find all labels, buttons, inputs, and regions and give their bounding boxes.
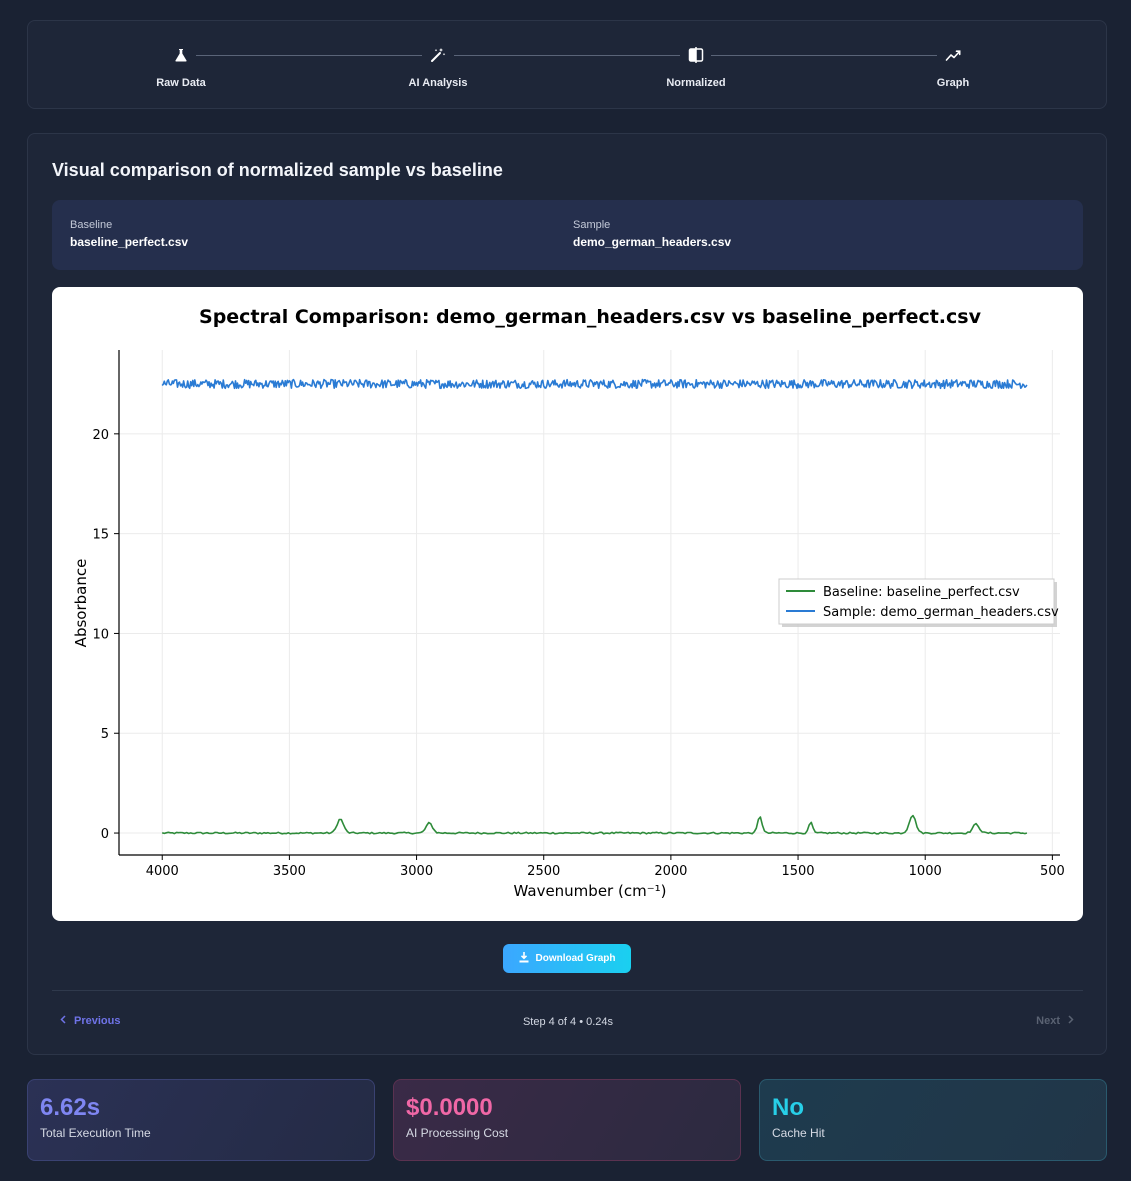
series-layer	[161, 378, 1028, 835]
step-connector	[196, 55, 422, 56]
step-normalized[interactable]: Normalized	[616, 45, 776, 89]
magic-wand-icon	[358, 45, 518, 65]
stat-card-cache-hit: No Cache Hit	[759, 1079, 1107, 1161]
step-label: Graph	[936, 77, 970, 89]
download-graph-button[interactable]: Download Graph	[503, 944, 631, 973]
step-label: Normalized	[666, 77, 726, 89]
chevron-right-icon	[1068, 1015, 1074, 1027]
series-line-sample	[161, 378, 1028, 390]
legend-label-baseline: Baseline: baseline_perfect.csv	[823, 585, 1020, 600]
legend-label-sample: Sample: demo_german_headers.csv	[823, 605, 1059, 620]
chart-title: Spectral Comparison: demo_german_headers…	[199, 306, 982, 328]
stat-value: $0.0000	[406, 1094, 493, 1121]
baseline-info: Baseline baseline_perfect.csv	[70, 219, 188, 249]
stat-caption: Total Execution Time	[40, 1126, 151, 1140]
x-tick-label: 2500	[527, 864, 560, 879]
x-tick-label: 3500	[273, 864, 306, 879]
step-connector	[454, 55, 680, 56]
stat-value: 6.62s	[40, 1094, 101, 1121]
divider	[52, 990, 1083, 991]
axes: 4000 3500 3000 2500 2000 1500 1000 500 0 5 10 15 20	[92, 350, 1065, 879]
download-icon	[519, 951, 529, 966]
y-tick-label: 15	[92, 528, 109, 543]
y-tick-label: 5	[101, 727, 109, 742]
x-tick-label: 500	[1040, 864, 1065, 879]
previous-label: Previous	[74, 1015, 121, 1027]
flask-icon	[101, 45, 261, 65]
baseline-label: Baseline	[70, 219, 113, 231]
sample-info: Sample demo_german_headers.csv	[573, 219, 731, 249]
step-graph[interactable]: Graph	[873, 45, 1033, 89]
stat-card-execution-time: 6.62s Total Execution Time	[27, 1079, 375, 1161]
next-label: Next	[1036, 1015, 1060, 1027]
graph-panel: Visual comparison of normalized sample v…	[27, 133, 1107, 1055]
step-connector	[711, 55, 937, 56]
x-tick-label: 4000	[146, 864, 179, 879]
step-raw-data[interactable]: Raw Data	[101, 45, 261, 89]
section-title: Visual comparison of normalized sample v…	[52, 160, 503, 180]
file-info-box: Baseline baseline_perfect.csv Sample dem…	[52, 200, 1083, 270]
y-tick-label: 20	[92, 428, 109, 443]
y-tick-label: 0	[101, 827, 109, 842]
progress-stepper: Raw Data AI Analysis Normalized Graph	[27, 20, 1107, 109]
sample-label: Sample	[573, 219, 611, 231]
chart-svg: Spectral Comparison: demo_german_headers…	[72, 306, 1065, 900]
step-ai-analysis[interactable]: AI Analysis	[358, 45, 518, 89]
x-tick-label: 1500	[781, 864, 814, 879]
x-tick-label: 2000	[654, 864, 687, 879]
step-status: Step 4 of 4 • 0.24s	[522, 1016, 614, 1028]
download-label: Download Graph	[535, 953, 616, 964]
sample-file: demo_german_headers.csv	[573, 235, 732, 249]
previous-button[interactable]: Previous	[60, 1015, 120, 1027]
spectral-chart: Spectral Comparison: demo_german_headers…	[52, 287, 1083, 921]
step-label: AI Analysis	[408, 77, 468, 89]
step-label: Raw Data	[156, 77, 206, 89]
x-axis-label: Wavenumber (cm⁻¹)	[514, 882, 667, 900]
compare-icon	[616, 45, 776, 65]
baseline-file: baseline_perfect.csv	[70, 235, 189, 249]
next-button[interactable]: Next	[1036, 1015, 1074, 1027]
y-tick-label: 10	[92, 627, 109, 642]
stat-caption: Cache Hit	[772, 1126, 825, 1140]
y-axis-label: Absorbance	[72, 559, 90, 648]
stat-value: No	[772, 1094, 804, 1121]
chart-legend: Baseline: baseline_perfect.csv Sample: d…	[778, 578, 1059, 627]
x-tick-label: 1000	[909, 864, 942, 879]
chart-line-icon	[873, 45, 1033, 65]
stat-card-processing-cost: $0.0000 AI Processing Cost	[393, 1079, 741, 1161]
chevron-left-icon	[60, 1015, 66, 1027]
series-line-baseline	[161, 814, 1028, 835]
x-tick-label: 3000	[400, 864, 433, 879]
stat-caption: AI Processing Cost	[406, 1126, 509, 1140]
